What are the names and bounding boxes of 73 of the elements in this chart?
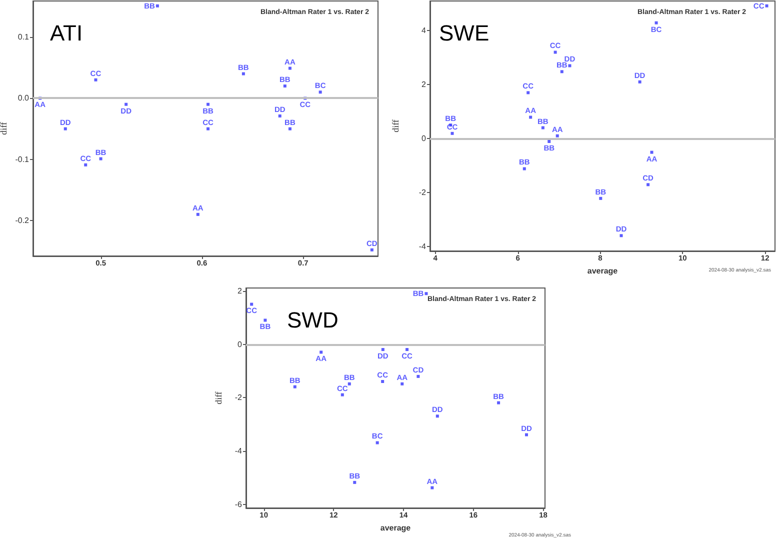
y-tick-label: -0.1 (15, 154, 30, 164)
text: SWE (439, 20, 490, 46)
point (242, 72, 245, 76)
point (320, 350, 323, 354)
point (560, 70, 564, 74)
point (288, 127, 292, 130)
point (765, 4, 768, 8)
point (548, 140, 551, 144)
point (206, 127, 210, 130)
point (288, 66, 292, 70)
point (424, 292, 428, 296)
y-axis-title: diff (214, 392, 224, 404)
y-tick-label: 2 (422, 80, 427, 90)
point (416, 374, 420, 378)
y-tick-label: 4 (422, 26, 427, 36)
point (64, 127, 67, 130)
y-tick-label: -4 (234, 446, 243, 456)
y-tick-label: 0.1 (18, 32, 30, 42)
point (84, 163, 88, 166)
point (340, 393, 344, 396)
x-axis-title: average (587, 266, 618, 276)
point (650, 150, 654, 154)
point (278, 114, 282, 118)
point (556, 134, 559, 138)
point (318, 90, 322, 94)
y-tick-label: -2 (234, 393, 243, 402)
text: ATI (50, 20, 83, 46)
point (541, 126, 544, 130)
point (568, 64, 572, 68)
point (400, 382, 404, 386)
point (526, 91, 530, 94)
text: SWD (287, 308, 338, 332)
y-axis-title: diff (390, 120, 400, 132)
point (638, 80, 642, 84)
y-tick-label: 2 (238, 286, 243, 296)
point (124, 102, 128, 106)
point (381, 380, 384, 383)
y-tick-label: 0 (422, 134, 427, 144)
point (206, 102, 210, 106)
y-tick-label: 0.0 (18, 94, 30, 103)
point (283, 84, 286, 88)
point (654, 21, 658, 24)
point (620, 234, 623, 238)
point (99, 157, 102, 160)
y-tick-label: -6 (234, 500, 243, 509)
point (406, 348, 409, 352)
point (529, 116, 532, 119)
y-tick-label: -0.2 (15, 216, 30, 226)
point (450, 132, 454, 135)
point (554, 50, 557, 54)
point (376, 441, 379, 444)
point (524, 433, 528, 436)
point (436, 414, 439, 418)
point (156, 4, 159, 8)
y-tick-label: 0 (238, 340, 243, 349)
point (264, 318, 267, 322)
y-tick-label: -2 (418, 188, 427, 197)
x-axis-title: average (380, 523, 412, 532)
point (599, 196, 602, 200)
point (430, 486, 434, 490)
point (348, 382, 351, 386)
y-tick-label: -4 (418, 242, 427, 251)
point (370, 248, 374, 252)
point (381, 348, 384, 352)
point (196, 212, 200, 216)
point (646, 183, 650, 186)
point (353, 480, 356, 484)
point (94, 78, 98, 82)
point (250, 302, 254, 306)
point (293, 385, 296, 388)
y-axis-title: diff (0, 122, 8, 135)
point (522, 167, 526, 170)
point (497, 401, 500, 404)
